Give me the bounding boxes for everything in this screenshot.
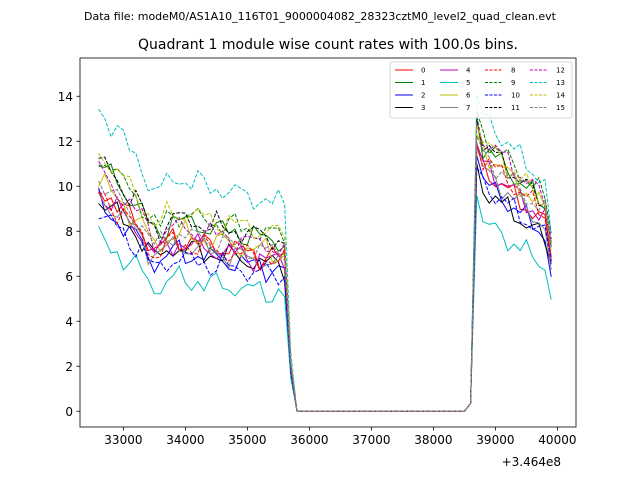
plot-lines	[98, 94, 552, 412]
x-tick-label-33000: 33000	[104, 433, 142, 447]
series-line-15	[98, 135, 552, 412]
y-tick-label-12: 12	[58, 135, 73, 149]
legend-label-12: 12	[556, 67, 565, 75]
x-tick-label-34000: 34000	[166, 433, 204, 447]
legend-label-7: 7	[466, 104, 470, 112]
y-tick-label-14: 14	[58, 90, 73, 104]
legend-label-11: 11	[511, 104, 520, 112]
legend-label-0: 0	[421, 67, 425, 75]
legend-label-10: 10	[511, 92, 520, 100]
x-tick-label-35000: 35000	[228, 433, 266, 447]
legend-label-13: 13	[556, 79, 565, 87]
legend-label-4: 4	[466, 67, 471, 75]
y-tick-label-4: 4	[65, 315, 73, 329]
legend-label-9: 9	[511, 79, 515, 87]
legend-label-14: 14	[556, 92, 565, 100]
y-tick-label-2: 2	[65, 360, 73, 374]
y-tick-label-8: 8	[65, 225, 73, 239]
legend-label-2: 2	[421, 92, 425, 100]
legend-label-8: 8	[511, 67, 515, 75]
y-tick-label-6: 6	[65, 270, 73, 284]
x-tick-label-36000: 36000	[290, 433, 328, 447]
legend-label-6: 6	[466, 92, 471, 100]
plot-frame	[79, 57, 577, 428]
legend-box	[389, 61, 573, 119]
legend-label-1: 1	[421, 79, 425, 87]
x-tick-label-37000: 37000	[352, 433, 390, 447]
figure-suptitle: Data file: modeM0/AS1A10_116T01_90000040…	[84, 10, 557, 23]
legend-label-3: 3	[421, 104, 425, 112]
y-tick-label-10: 10	[58, 180, 73, 194]
axes: 33000 34000 35000 36000 37000 38000 39000 40000…	[58, 57, 577, 447]
x-offset-label: +3.464e8	[502, 455, 561, 469]
x-tick-label-38000: 38000	[414, 433, 452, 447]
chart-title: Quadrant 1 module wise count rates with …	[138, 37, 518, 53]
x-tick-label-40000: 40000	[538, 433, 576, 447]
legend-label-5: 5	[466, 79, 470, 87]
legend-label-15: 15	[556, 104, 565, 112]
y-tick-label-0: 0	[65, 405, 73, 419]
x-tick-label-39000: 39000	[476, 433, 514, 447]
